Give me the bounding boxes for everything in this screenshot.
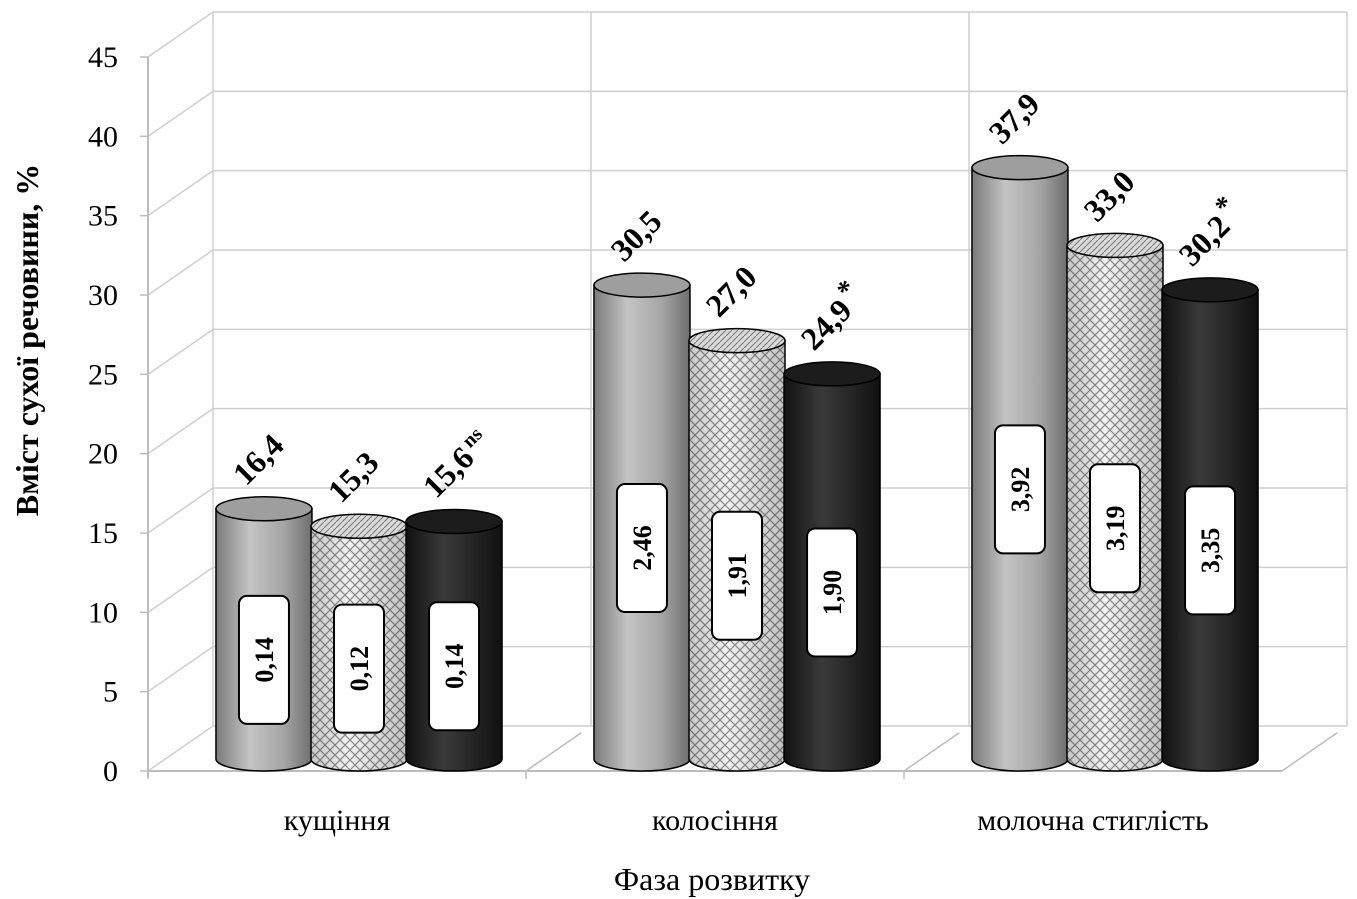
value-label: 15,6ns (416, 423, 497, 504)
inner-label-box (1089, 463, 1141, 594)
inner-label-box (333, 603, 385, 734)
grid-diag (147, 566, 214, 613)
inner-label: 3,92 (1006, 467, 1035, 513)
x-category-label: кущіння (284, 804, 391, 837)
bar-cylinder: 3,35 30,2* (1161, 190, 1259, 772)
bar-top (1161, 277, 1259, 303)
x-axis-categories: кущіння колосіння молочна стиглість (147, 771, 1209, 837)
inner-label: 1,91 (723, 553, 752, 599)
inner-label: 3,19 (1101, 505, 1130, 551)
inner-label-box (993, 424, 1046, 555)
value-label: 30,2* (1167, 190, 1250, 273)
inner-label: 2,46 (628, 525, 657, 571)
inner-label-box (1184, 485, 1237, 616)
inner-label: 1,90 (818, 570, 847, 616)
bar-top (310, 513, 408, 539)
significance-mark: * (1209, 190, 1241, 222)
y-tick-label: 10 (88, 596, 118, 629)
inner-label: 0,14 (250, 637, 279, 683)
floor-diag (525, 732, 582, 772)
bar-top (215, 496, 313, 522)
bar-cylinder: 0,12 15,3 (310, 444, 408, 772)
bar-top (783, 361, 881, 387)
bar-top (1066, 232, 1164, 259)
x-category-label: колосіння (652, 804, 778, 837)
chart-bars: 0,14 16,4 0,12 15,3 0,14 15,6ns 2,46 30,5 1,91 27… (215, 86, 1259, 772)
grid-diag (147, 487, 214, 534)
value-label: 24,9* (789, 274, 872, 357)
grid-diag (147, 328, 214, 375)
y-tick-label: 0 (103, 755, 118, 788)
y-tick-label: 40 (88, 120, 118, 153)
significance-mark: ns (458, 423, 487, 452)
value-label: 30,5 (603, 203, 668, 268)
bar-cylinder: 1,91 27,0 (688, 258, 786, 772)
bar-top (593, 272, 691, 298)
bar-cylinder: 2,46 30,5 (593, 203, 691, 772)
value-label: 15,3 (320, 444, 385, 509)
floor-diag (903, 732, 960, 772)
inner-label: 0,12 (345, 646, 374, 692)
y-tick-label: 45 (88, 41, 118, 74)
y-tick-label: 35 (88, 200, 118, 233)
y-axis-ticks: 0 5 10 15 20 25 30 35 40 45 (88, 41, 148, 788)
inner-label-box (806, 527, 859, 658)
y-tick-label: 25 (88, 358, 118, 391)
significance-mark: * (831, 274, 863, 306)
bar-top (405, 508, 503, 535)
y-tick-label: 15 (88, 517, 118, 550)
value-label: 33,0 (1076, 163, 1141, 228)
y-tick-label: 20 (88, 438, 118, 471)
grid-diag (147, 90, 214, 137)
bar-cylinder: 3,92 37,9 (971, 86, 1069, 772)
bar-top (971, 154, 1069, 181)
grid-diag (147, 249, 214, 296)
inner-label-box (615, 483, 668, 614)
bar-cylinder: 0,14 16,4 (215, 427, 313, 772)
grid-diag (147, 725, 214, 772)
grid-diag (147, 408, 214, 455)
floor-diag (1281, 732, 1338, 772)
inner-label-box (711, 510, 763, 641)
inner-label: 3,35 (1196, 528, 1225, 574)
inner-label: 0,14 (440, 643, 469, 689)
y-tick-label: 30 (88, 279, 118, 312)
x-category-label: молочна стиглість (977, 804, 1208, 837)
y-tick-label: 5 (103, 676, 118, 709)
x-axis-title: Фаза розвитку (614, 861, 810, 897)
bar-cylinder: 0,14 15,6ns (405, 423, 503, 772)
bar-top (688, 327, 786, 354)
grid-diag (147, 11, 214, 58)
value-label: 37,9 (981, 86, 1046, 151)
value-label: 16,4 (225, 427, 290, 492)
bar-cylinder: 3,19 33,0 (1066, 163, 1164, 772)
y-axis-title: Вміст сухої речовини, % (9, 164, 45, 516)
inner-label-box (237, 594, 290, 725)
inner-label-box (428, 601, 481, 732)
value-label: 27,0 (698, 258, 763, 323)
grid-diag (147, 170, 214, 217)
grid-diag (147, 646, 214, 693)
bar-cylinder: 1,90 24,9* (783, 274, 881, 772)
